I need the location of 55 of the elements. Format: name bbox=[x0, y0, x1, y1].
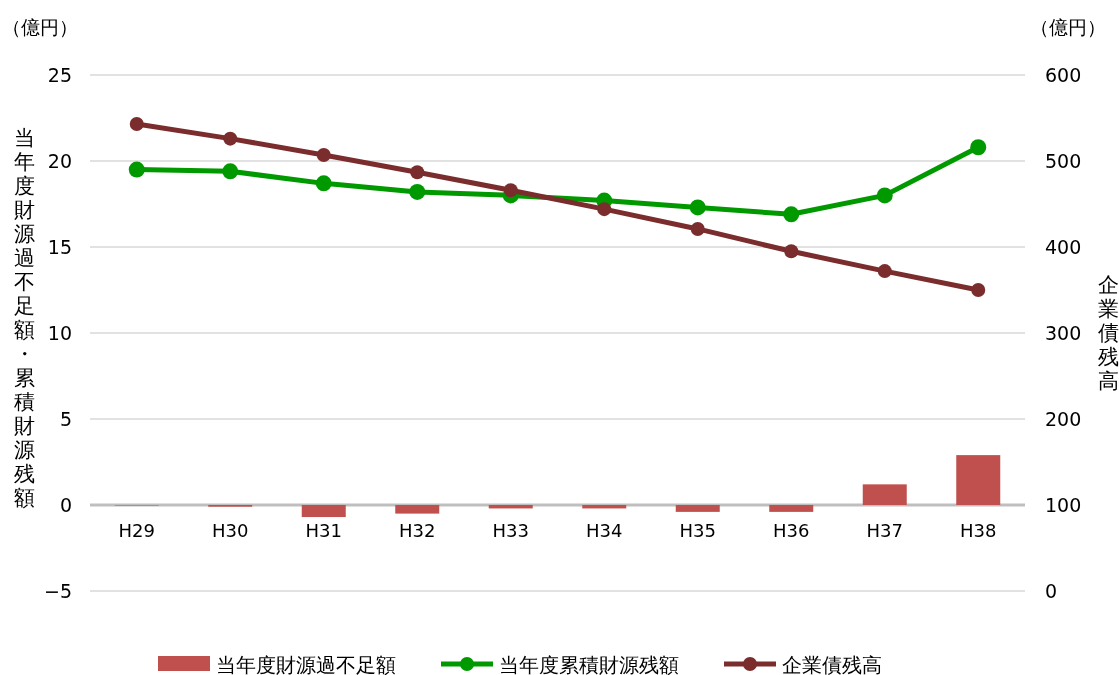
legend-label: 当年度財源過不足額 bbox=[216, 653, 396, 675]
x-tick-label: H31 bbox=[305, 520, 342, 541]
y2-tick-label: 400 bbox=[1045, 236, 1082, 258]
x-tick-label: H34 bbox=[586, 520, 623, 541]
y-tick-label: 10 bbox=[47, 322, 72, 344]
bar bbox=[395, 505, 440, 514]
point bbox=[129, 117, 144, 132]
text: （億円） bbox=[1030, 16, 1106, 38]
x-tick-label: H36 bbox=[773, 520, 810, 541]
point bbox=[970, 139, 987, 156]
x-tick-label: H38 bbox=[960, 520, 997, 541]
y2-tick-label: 200 bbox=[1045, 408, 1082, 430]
y2-tick-label: 600 bbox=[1045, 64, 1082, 86]
point bbox=[690, 221, 705, 236]
point bbox=[410, 165, 425, 180]
y-tick-label: 5 bbox=[59, 408, 72, 430]
y2-tick-label: 0 bbox=[1045, 580, 1058, 602]
x-tick-label: H29 bbox=[118, 520, 155, 541]
point bbox=[597, 202, 612, 217]
point bbox=[503, 183, 518, 198]
point bbox=[316, 147, 331, 162]
legend-label: 企業債残高 bbox=[782, 653, 882, 675]
y2-axis-title: 企業債残高 bbox=[1097, 273, 1119, 393]
y-tick-label: 25 bbox=[47, 64, 72, 86]
y-tick-label: 20 bbox=[47, 150, 72, 172]
x-tick-label: H30 bbox=[212, 520, 249, 541]
point bbox=[409, 183, 426, 200]
bar bbox=[301, 505, 346, 518]
point bbox=[128, 161, 145, 178]
text: （億円） bbox=[2, 16, 78, 38]
point bbox=[689, 199, 706, 216]
point bbox=[783, 206, 800, 223]
point bbox=[315, 175, 332, 192]
point bbox=[223, 131, 238, 146]
bar bbox=[769, 505, 814, 512]
point bbox=[876, 187, 893, 204]
point bbox=[784, 244, 799, 259]
point bbox=[877, 264, 892, 279]
bar bbox=[862, 484, 907, 505]
y-tick-label: −5 bbox=[43, 580, 72, 602]
y2-tick-label: 100 bbox=[1045, 494, 1082, 516]
point bbox=[222, 163, 239, 180]
y-tick-label: 0 bbox=[59, 494, 72, 516]
x-tick-label: H33 bbox=[492, 520, 529, 541]
x-tick-label: H37 bbox=[866, 520, 903, 541]
x-tick-label: H35 bbox=[679, 520, 716, 541]
y-axis-title: 当年度財源過不足額・累積財源残額 bbox=[13, 126, 35, 510]
x-tick-label: H32 bbox=[399, 520, 436, 541]
y2-tick-label: 300 bbox=[1045, 322, 1082, 344]
point bbox=[971, 283, 986, 297]
y2-tick-label: 500 bbox=[1045, 150, 1082, 172]
bar bbox=[956, 455, 1001, 505]
y-tick-label: 15 bbox=[47, 236, 72, 258]
legend-label: 当年度累積財源残額 bbox=[499, 653, 679, 675]
bar bbox=[675, 505, 720, 512]
